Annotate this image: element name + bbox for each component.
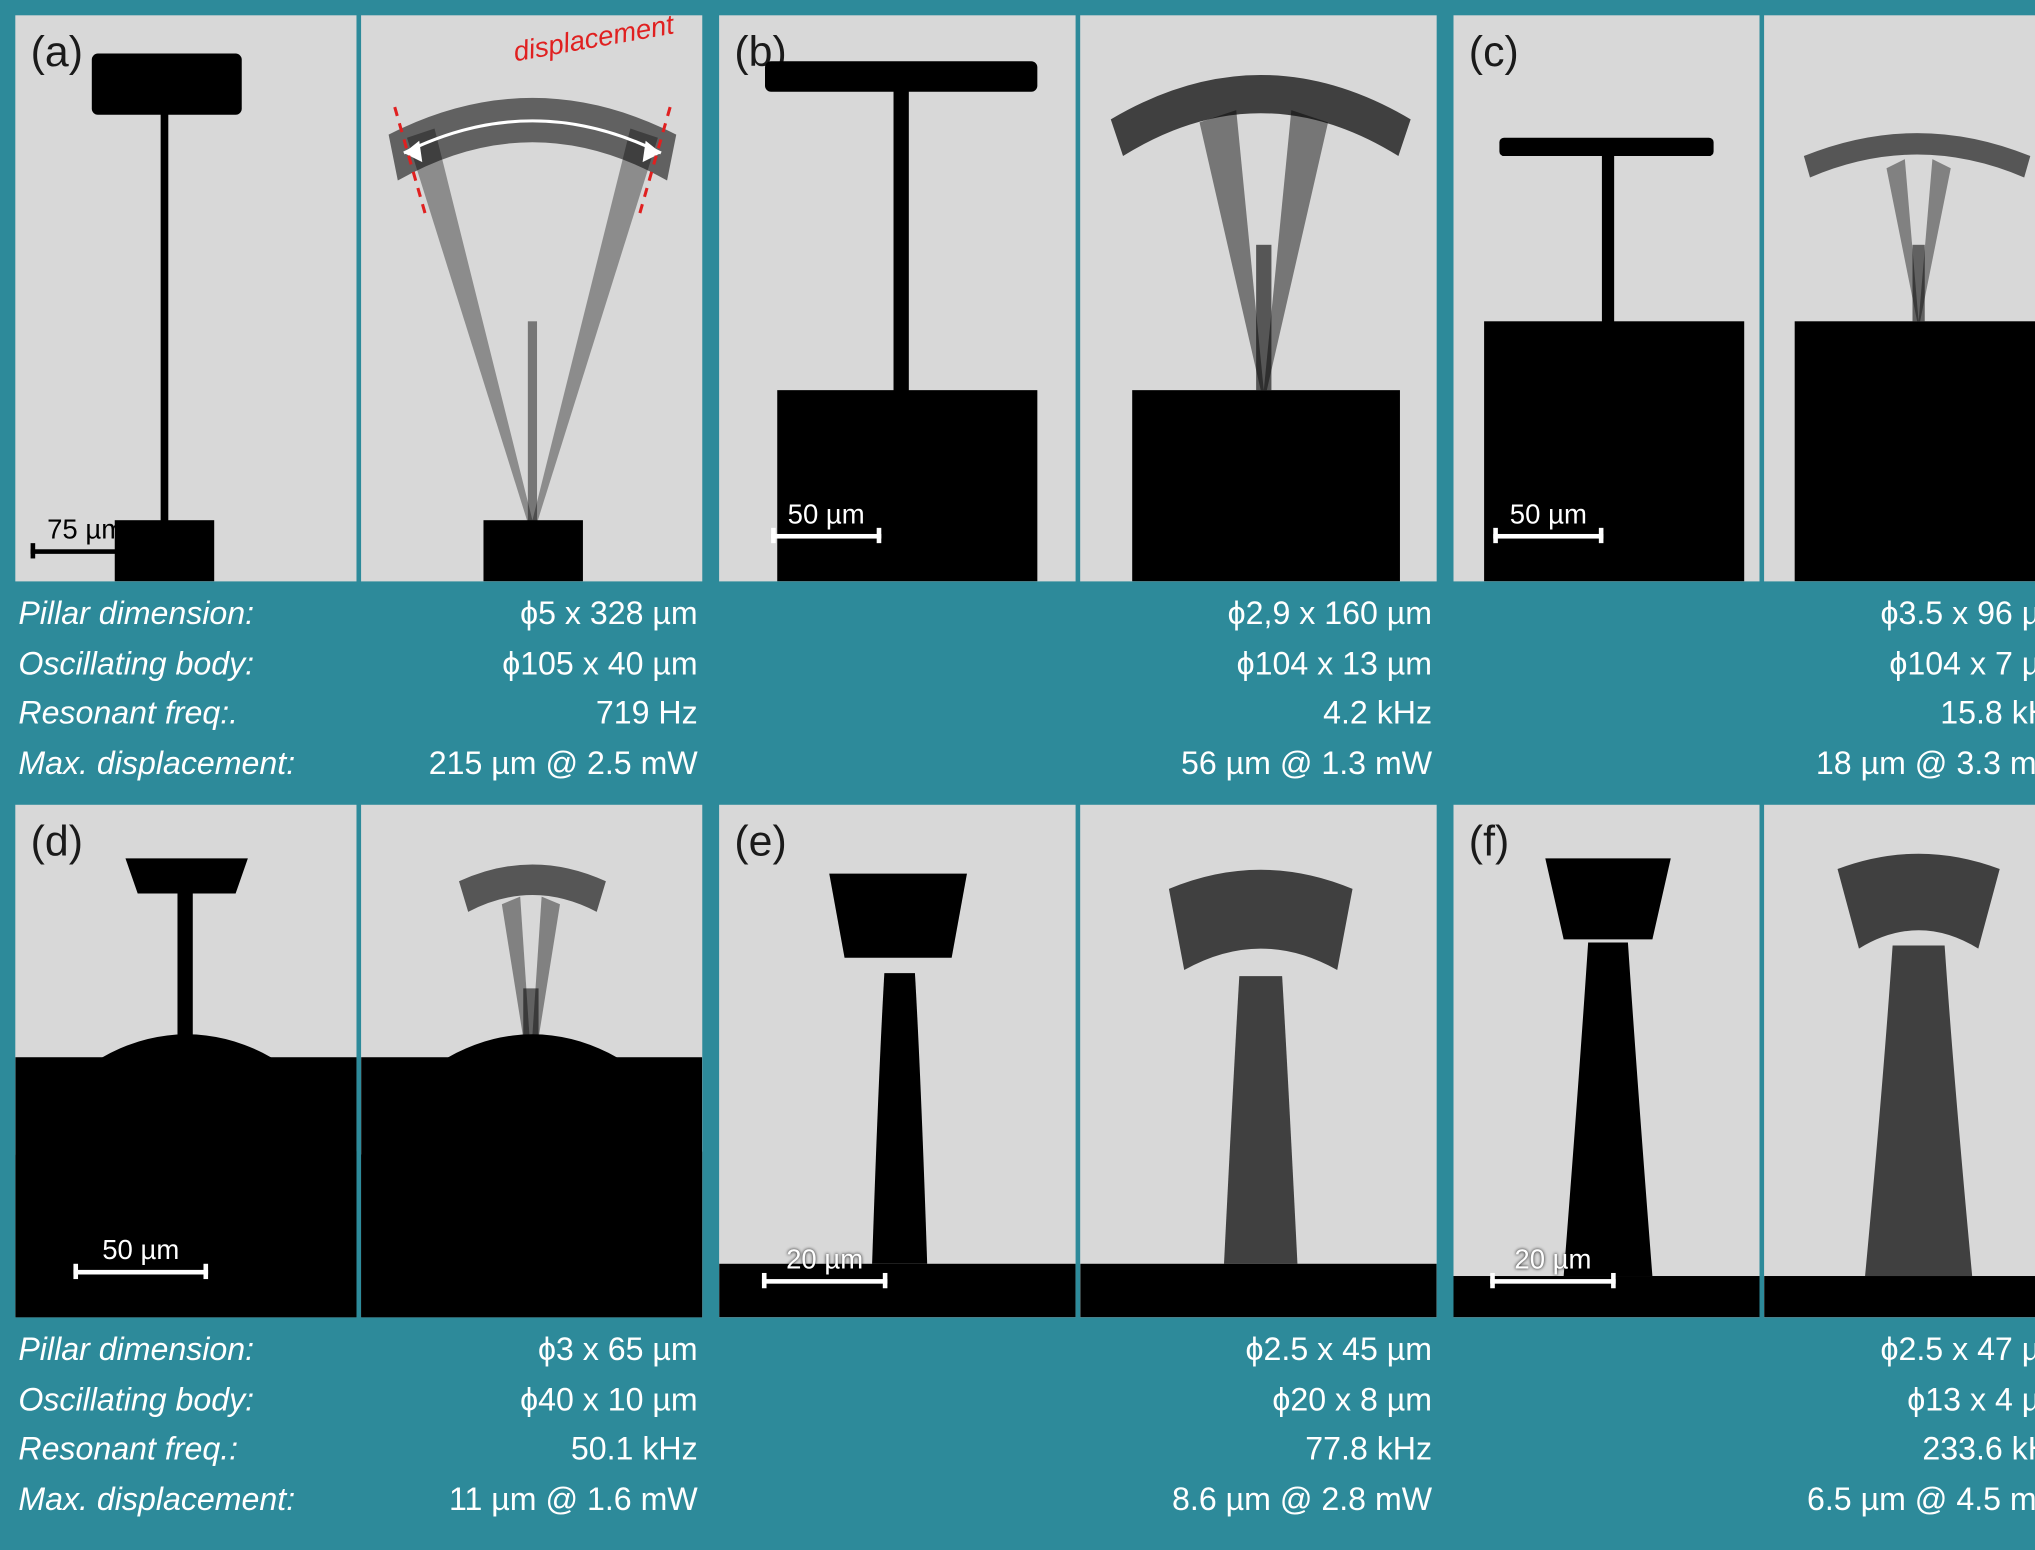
panel-c-osc-body: ϕ104 x 7 µm (1755, 640, 2035, 690)
panel-e-oscillating-image (1080, 805, 1436, 1318)
panel-f-max-disp: 6.5 µm @ 4.5 mW (1755, 1476, 2035, 1526)
panel-a-oscillating-image: displacement (361, 15, 702, 581)
panel-e-images: (e) 20 µm (719, 805, 1438, 1318)
row-label: Pillar dimension: (18, 1327, 295, 1377)
panel-c-images: (c) 50 µm (1454, 15, 2035, 581)
panel-d-max-disp: 11 µm @ 1.6 mW (317, 1476, 698, 1526)
panel-d-data: Pillar dimension: ϕ3 x 65 µm Oscillating … (15, 1318, 704, 1542)
panel-b-pillar-dim: ϕ2,9 x 160 µm (1020, 591, 1432, 641)
panel-d-static-image: (d) 50 µm (15, 805, 356, 1318)
panel-d-pillar-dim: ϕ3 x 65 µm (317, 1327, 698, 1377)
panel-f-res-freq: 233.6 kHz (1755, 1426, 2035, 1476)
panel-e-scalebar: 20 µm (762, 1244, 887, 1284)
panel-c-scalebar: 50 µm (1493, 499, 1603, 539)
panel-e-res-freq: 77.8 kHz (1020, 1426, 1432, 1476)
panel-a-osc-body: ϕ105 x 40 µm (317, 640, 698, 690)
panel-a-pillar-dim: ϕ5 x 328 µm (317, 591, 698, 641)
panel-c-oscillating-image (1764, 15, 2035, 581)
panel-e-scalebar-label: 20 µm (786, 1244, 863, 1276)
panel-f-osc-body: ϕ13 x 4 µm (1755, 1377, 2035, 1427)
panel-e-static-image: (e) 20 µm (719, 805, 1075, 1318)
row-label: Pillar dimension: (18, 591, 295, 641)
panel-d-scalebar: 50 µm (73, 1235, 208, 1275)
pillar-c-oscillating (1764, 15, 2035, 581)
panel-b-osc-body: ϕ104 x 13 µm (1020, 640, 1432, 690)
pillar-b-oscillating (1080, 15, 1436, 581)
panel-f-scalebar-label: 20 µm (1514, 1244, 1591, 1276)
panel-a-data: Pillar dimension: ϕ5 x 328 µm Oscillating… (15, 581, 704, 805)
panel-b-data: Pillar dimension:ϕ2,9 x 160 µm Oscillati… (719, 581, 1438, 805)
pillar-b-static (719, 15, 1075, 581)
panel-b-images: (b) 50 µm (719, 15, 1438, 581)
pillar-e-static (719, 805, 1075, 1318)
panel-a-max-disp: 215 µm @ 2.5 mW (317, 740, 698, 790)
panel-d-images: (d) 50 µm (15, 805, 704, 1318)
panel-c-scalebar-label: 50 µm (1510, 499, 1587, 531)
panel-a-scalebar: 75 µm (31, 514, 141, 554)
panel-b-max-disp: 56 µm @ 1.3 mW (1020, 740, 1432, 790)
row-label: Resonant freq.: (18, 1426, 295, 1476)
pillar-e-oscillating (1080, 805, 1436, 1318)
panel-d-scalebar-label: 50 µm (102, 1235, 179, 1267)
pillar-c-static (1454, 15, 1760, 581)
row-label: Oscillating body: (18, 640, 295, 690)
panel-e-osc-body: ϕ20 x 8 µm (1020, 1377, 1432, 1427)
panel-a-scalebar-label: 75 µm (47, 514, 124, 546)
panel-d-res-freq: 50.1 kHz (317, 1426, 698, 1476)
panel-d-oscillating-image (361, 805, 702, 1318)
panel-a-res-freq: 719 Hz (317, 690, 698, 740)
row-label: Resonant freq:. (18, 690, 295, 740)
panel-c-static-image: (c) 50 µm (1454, 15, 1760, 581)
panel-f-scalebar: 20 µm (1490, 1244, 1615, 1284)
pillar-f-oscillating (1764, 805, 2035, 1318)
panel-f-data: Pillar dimension:ϕ2.5 x 47 µm Oscillatin… (1454, 1318, 2035, 1542)
panel-c-pillar-dim: ϕ3.5 x 96 µm (1755, 591, 2035, 641)
panel-f-static-image: (f) 20 µm (1454, 805, 1760, 1318)
pillar-a-static (15, 15, 356, 581)
panel-b-static-image: (b) 50 µm (719, 15, 1075, 581)
panel-b-scalebar: 50 µm (771, 499, 881, 539)
pillar-a-oscillating (361, 15, 702, 581)
panel-f-images: (f) 20 µm (1454, 805, 2035, 1318)
panel-c-data: Pillar dimension:ϕ3.5 x 96 µm Oscillatin… (1454, 581, 2035, 805)
panel-a-static-image: (a) 75 µm (15, 15, 356, 581)
pillar-d-oscillating (361, 805, 702, 1318)
panel-f-oscillating-image (1764, 805, 2035, 1318)
panel-a-images: (a) 75 µm displacement (15, 15, 704, 581)
pillar-f-static (1454, 805, 1760, 1318)
panel-b-res-freq: 4.2 kHz (1020, 690, 1432, 740)
panel-c-max-disp: 18 µm @ 3.3 mW (1755, 740, 2035, 790)
panel-f-pillar-dim: ϕ2.5 x 47 µm (1755, 1327, 2035, 1377)
panel-c-res-freq: 15.8 kHz (1755, 690, 2035, 740)
row-label: Max. displacement: (18, 1476, 295, 1526)
figure-grid: (a) 75 µm displacement (0, 0, 2035, 1550)
panel-d-osc-body: ϕ40 x 10 µm (317, 1377, 698, 1427)
panel-e-data: Pillar dimension:ϕ2.5 x 45 µm Oscillatin… (719, 1318, 1438, 1542)
panel-b-scalebar-label: 50 µm (788, 499, 865, 531)
row-label: Oscillating body: (18, 1377, 295, 1427)
row-label: Max. displacement: (18, 740, 295, 790)
panel-e-max-disp: 8.6 µm @ 2.8 mW (1020, 1476, 1432, 1526)
panel-b-oscillating-image (1080, 15, 1436, 581)
panel-e-pillar-dim: ϕ2.5 x 45 µm (1020, 1327, 1432, 1377)
